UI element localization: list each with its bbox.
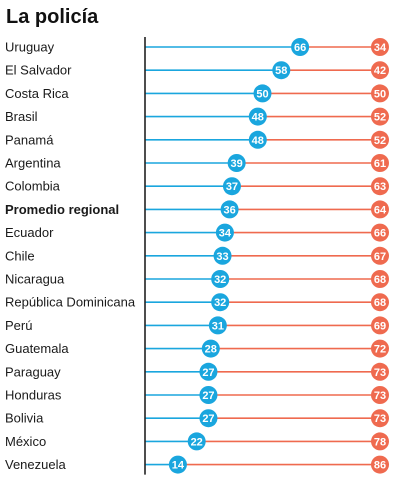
series-b-value: 64: [374, 204, 387, 216]
series-b-value: 69: [374, 320, 386, 332]
category-label: Ecuador: [5, 225, 54, 240]
category-label: Honduras: [5, 388, 62, 403]
series-b-dot: [371, 270, 389, 288]
series-a-dot: [211, 293, 230, 312]
series-a-dot: [208, 316, 227, 335]
series-a-dot: [187, 432, 206, 451]
series-a-value: 31: [212, 320, 224, 332]
series-b-dot: [371, 107, 389, 126]
series-b-dot: [371, 293, 389, 312]
category-label: Argentina: [5, 156, 61, 171]
series-b-dot: [371, 200, 389, 219]
category-label: Perú: [5, 318, 32, 333]
chart-title: La policía: [6, 6, 99, 28]
series-b-value: 78: [374, 436, 386, 448]
series-b-value: 52: [374, 135, 386, 147]
series-b-dot: [371, 362, 389, 381]
series-b-dot: [371, 177, 389, 196]
series-a-value: 27: [202, 390, 214, 402]
series-a-dot: [222, 177, 241, 196]
series-a-value: 27: [202, 413, 214, 425]
series-a-value: 36: [223, 204, 235, 216]
category-label: Bolivia: [5, 411, 44, 426]
series-b-value: 73: [374, 367, 386, 379]
series-a-value: 22: [191, 436, 203, 448]
series-a-value: 66: [294, 42, 306, 54]
series-a-dot: [199, 409, 218, 428]
series-b-value: 66: [374, 228, 386, 240]
series-b-value: 42: [374, 65, 386, 77]
series-b-value: 67: [374, 251, 386, 263]
series-b-value: 68: [374, 274, 386, 286]
series-a-value: 50: [256, 88, 268, 100]
series-a-value: 14: [172, 460, 185, 472]
series-a-value: 48: [252, 135, 264, 147]
category-label: Promedio regional: [5, 202, 119, 217]
category-label: República Dominicana: [5, 295, 136, 310]
category-label: Panamá: [5, 132, 54, 147]
series-a-value: 34: [219, 228, 232, 240]
series-a-dot: [211, 270, 230, 288]
series-b-value: 73: [374, 413, 386, 425]
category-label: Costa Rica: [5, 86, 69, 101]
series-a-dot: [248, 107, 267, 126]
series-b-value: 86: [374, 460, 386, 472]
series-b-dot: [371, 409, 389, 428]
series-a-dot: [248, 130, 267, 149]
series-b-dot: [371, 432, 389, 451]
series-a-dot: [220, 200, 239, 219]
series-a-dot: [215, 223, 234, 242]
series-a-value: 58: [275, 65, 287, 77]
category-label: Chile: [5, 248, 35, 263]
category-label: Uruguay: [5, 40, 55, 55]
series-a-dot: [227, 154, 246, 172]
series-a-value: 27: [202, 367, 214, 379]
category-label: Venezuela: [5, 457, 66, 472]
series-b-dot: [371, 246, 389, 265]
series-a-dot: [168, 455, 187, 474]
series-a-value: 39: [231, 158, 243, 170]
series-a-dot: [199, 386, 218, 404]
series-b-dot: [371, 84, 389, 103]
series-b-dot: [371, 386, 389, 404]
series-b-dot: [371, 223, 389, 242]
category-label: Colombia: [5, 179, 61, 194]
series-b-dot: [371, 38, 389, 56]
series-a-value: 48: [252, 112, 264, 124]
series-a-value: 33: [216, 251, 228, 263]
series-b-value: 72: [374, 344, 386, 356]
series-a-dot: [213, 246, 232, 265]
category-label: Nicaragua: [5, 272, 65, 287]
series-b-value: 52: [374, 112, 386, 124]
series-b-dot: [371, 130, 389, 149]
series-a-value: 32: [214, 297, 226, 309]
series-b-value: 61: [374, 158, 386, 170]
series-b-value: 68: [374, 297, 386, 309]
category-label: Guatemala: [5, 341, 69, 356]
series-b-value: 34: [374, 42, 387, 54]
category-label: El Salvador: [5, 63, 72, 78]
series-a-dot: [291, 38, 310, 56]
series-b-value: 50: [374, 88, 386, 100]
series-b-dot: [371, 316, 389, 335]
series-a-dot: [199, 362, 218, 381]
series-a-dot: [272, 61, 291, 80]
series-a-value: 32: [214, 274, 226, 286]
series-b-dot: [371, 61, 389, 80]
series-b-dot: [371, 339, 389, 358]
series-a-dot: [201, 339, 220, 358]
series-a-value: 37: [226, 181, 238, 193]
category-label: México: [5, 434, 46, 449]
series-b-value: 73: [374, 390, 386, 402]
category-label: Brasil: [5, 109, 38, 124]
series-b-dot: [371, 154, 389, 172]
category-label: Paraguay: [5, 364, 61, 379]
series-a-dot: [253, 84, 272, 103]
series-a-value: 28: [205, 344, 217, 356]
series-b-value: 63: [374, 181, 386, 193]
series-b-dot: [371, 455, 389, 474]
